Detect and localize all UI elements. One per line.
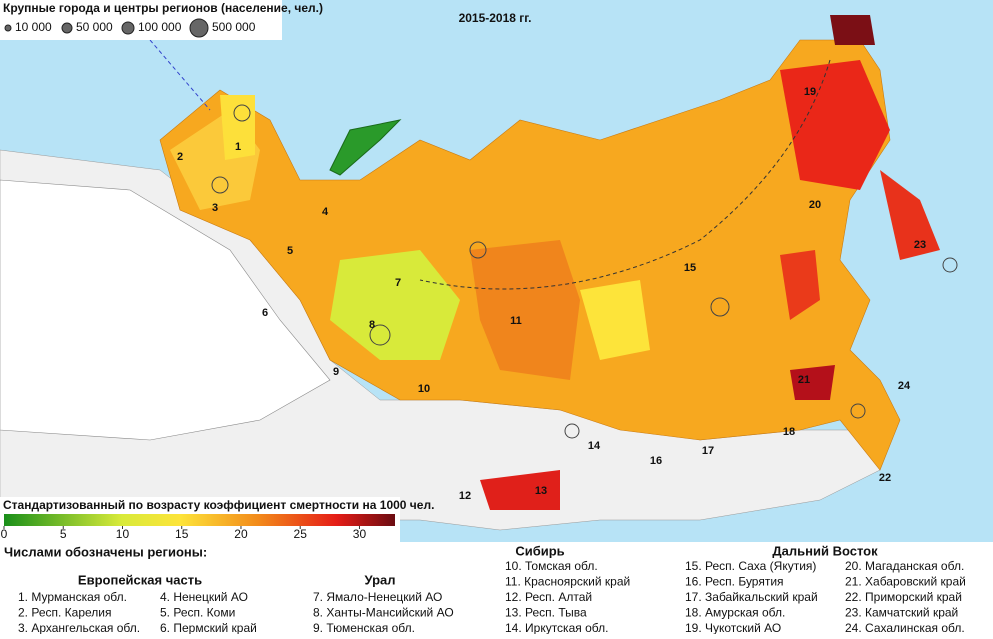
key-item: 23. Камчатский край [845, 606, 958, 620]
key-group-name: Европейская часть [78, 572, 202, 587]
region-number: 9 [333, 366, 339, 378]
key-item: 19. Чукотский АО [685, 621, 781, 634]
key-item: 6. Пермский край [160, 621, 257, 634]
city-size-label: 500 000 [212, 20, 256, 34]
key-item: 8. Ханты-Мансийский АО [313, 606, 454, 620]
region-number: 15 [684, 262, 696, 274]
region-number: 12 [459, 490, 471, 502]
european-russia-white [0, 179, 331, 441]
region-number: 22 [879, 472, 891, 484]
key-area [0, 542, 993, 634]
border-line [149, 39, 211, 111]
region-number: 3 [212, 202, 218, 214]
region-krasnoyarsk [470, 240, 580, 380]
city-size-label: 50 000 [76, 20, 113, 34]
key-item: 1. Мурманская обл. [18, 590, 127, 604]
colorbar-tick-label: 0 [1, 527, 8, 541]
region-red-east [780, 250, 820, 320]
region-khabarovsk [790, 365, 835, 400]
novaya-zemlya [329, 119, 402, 176]
region-number: 17 [702, 445, 714, 457]
region-number: 20 [809, 199, 821, 211]
colorbar [4, 514, 395, 526]
key-item: 11. Красноярский край [505, 575, 630, 589]
region-number: 23 [914, 239, 926, 251]
key-item: 4. Ненецкий АО [160, 590, 248, 604]
key-item: 21. Хабаровский край [845, 575, 966, 589]
region-dark [830, 15, 875, 45]
region-yellow-siberia [580, 280, 650, 360]
region-tyva [480, 470, 560, 510]
region-number: 11 [510, 315, 522, 327]
region-number: 1 [235, 141, 241, 153]
key-heading: Числами обозначены регионы: [4, 544, 207, 559]
colorbar-tick-label: 5 [60, 527, 67, 541]
region-number: 13 [535, 485, 547, 497]
key-item: 20. Магаданская обл. [845, 559, 964, 573]
colorbar-tick-label: 30 [353, 527, 367, 541]
region-chukotka-red [780, 60, 890, 190]
key-item: 15. Респ. Саха (Якутия) [685, 559, 816, 573]
region-number: 7 [395, 277, 401, 289]
region-number: 5 [287, 245, 293, 257]
key-group-name: Урал [364, 572, 395, 587]
key-item: 13. Респ. Тыва [505, 606, 587, 620]
key-item: 9. Тюменская обл. [313, 621, 415, 634]
key-item: 12. Респ. Алтай [505, 590, 592, 604]
region-ural-yellow [330, 250, 460, 360]
city-size-label: 100 000 [138, 20, 182, 34]
city-size-label: 10 000 [15, 20, 52, 34]
city-legend-box [0, 0, 282, 40]
key-item: 3. Архангельская обл. [18, 621, 140, 634]
key-item: 2. Респ. Карелия [18, 606, 111, 620]
city-legend-title: Крупные города и центры регионов (населе… [3, 1, 323, 15]
region-murmansk [220, 95, 255, 160]
region-number: 18 [783, 426, 795, 438]
region-number: 2 [177, 151, 183, 163]
key-item: 5. Респ. Коми [160, 606, 235, 620]
region-number: 24 [898, 380, 911, 392]
region-number: 8 [369, 319, 375, 331]
key-item: 24. Сахалинская обл. [845, 621, 965, 634]
key-item: 7. Ямало-Ненецкий АО [313, 590, 442, 604]
region-number: 10 [418, 383, 430, 395]
region-number: 21 [798, 374, 810, 386]
region-number: 6 [262, 307, 268, 319]
period: 2015-2018 гг. [459, 11, 532, 25]
colorbar-tick-label: 10 [116, 527, 130, 541]
key-item: 14. Иркутская обл. [505, 621, 608, 634]
colorbar-title: Стандартизованный по возрасту коэффициен… [3, 498, 434, 512]
region-kamchatka [880, 170, 940, 260]
cities [211, 104, 958, 439]
key-item: 18. Амурская обл. [685, 606, 785, 620]
region-number: 19 [804, 86, 816, 98]
city-size-symbol [4, 24, 12, 32]
colorbar-tick-label: 25 [294, 527, 308, 541]
region-number: 4 [322, 206, 329, 218]
city-size-symbol [121, 21, 135, 35]
key-group-name: Дальний Восток [772, 543, 878, 558]
key-item: 10. Томская обл. [505, 559, 598, 573]
colorbar-tick-label: 15 [175, 527, 189, 541]
region-number: 16 [650, 455, 662, 467]
city-size-symbol [189, 18, 209, 38]
city-size-symbol [61, 22, 73, 34]
key-item: 17. Забайкальский край [685, 590, 818, 604]
key-item: 16. Респ. Бурятия [685, 575, 784, 589]
region-number: 14 [588, 440, 601, 452]
arctic-circle [419, 59, 831, 290]
colorbar-tick-label: 20 [234, 527, 248, 541]
key-group-name: Сибирь [515, 543, 564, 558]
key-item: 22. Приморский край [845, 590, 962, 604]
